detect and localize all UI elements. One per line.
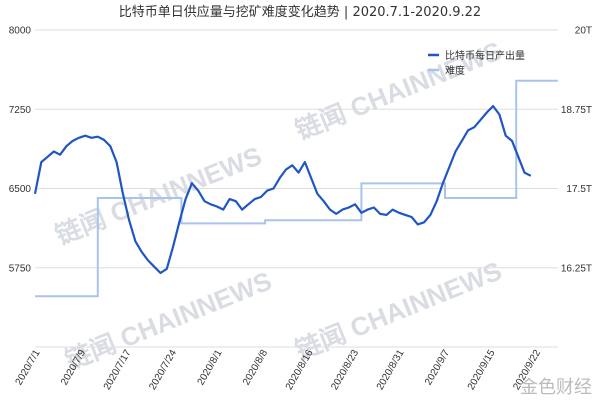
- right-tick-label: 17.5T: [566, 184, 592, 195]
- x-tick-label: 2020/8/8: [241, 348, 270, 388]
- corner-watermark: 金色财经: [520, 377, 592, 398]
- left-tick-label: 8000: [9, 26, 32, 37]
- right-tick-label: 18.75T: [561, 105, 592, 116]
- series-layer: [33, 79, 558, 298]
- series-difficulty-line: [35, 79, 558, 298]
- left-axis-ticks: 8000 7250 6500 5750: [9, 26, 32, 275]
- watermark-text: 链闻 CHAINNEWS: [51, 140, 266, 250]
- x-tick-label: 2020/7/24: [147, 348, 179, 392]
- x-tick-label: 2020/8/23: [329, 348, 361, 392]
- left-tick-label: 5750: [9, 263, 32, 274]
- chart-title: 比特币单日供应量与挖矿难度变化趋势 | 2020.7.1-2020.9.22: [119, 4, 481, 20]
- x-tick-label: 2020/8/31: [375, 348, 407, 392]
- x-tick-label: 2020/8/1: [196, 348, 225, 388]
- x-tick-label: 2020/9/7: [423, 348, 452, 388]
- left-tick-label: 7250: [9, 105, 32, 116]
- right-axis-ticks: 20T 18.75T 17.5T 16.25T: [561, 26, 592, 275]
- series-supply-line: [33, 104, 532, 275]
- x-tick-label: 2020/9/15: [466, 348, 498, 392]
- x-tick-label: 2020/7/1: [14, 348, 43, 388]
- left-tick-label: 6500: [9, 184, 32, 195]
- right-tick-label: 20T: [575, 26, 592, 37]
- watermark-layer: 链闻 CHAINNEWS 链闻 CHAINNEWS 链闻 CHAINNEWS 链…: [51, 35, 506, 375]
- legend: 比特币每日产出量 难度: [428, 49, 525, 77]
- legend-label-difficulty: 难度: [445, 64, 465, 77]
- legend-label-supply: 比特币每日产出量: [445, 49, 525, 62]
- grid: [35, 29, 558, 348]
- right-tick-label: 16.25T: [561, 263, 592, 274]
